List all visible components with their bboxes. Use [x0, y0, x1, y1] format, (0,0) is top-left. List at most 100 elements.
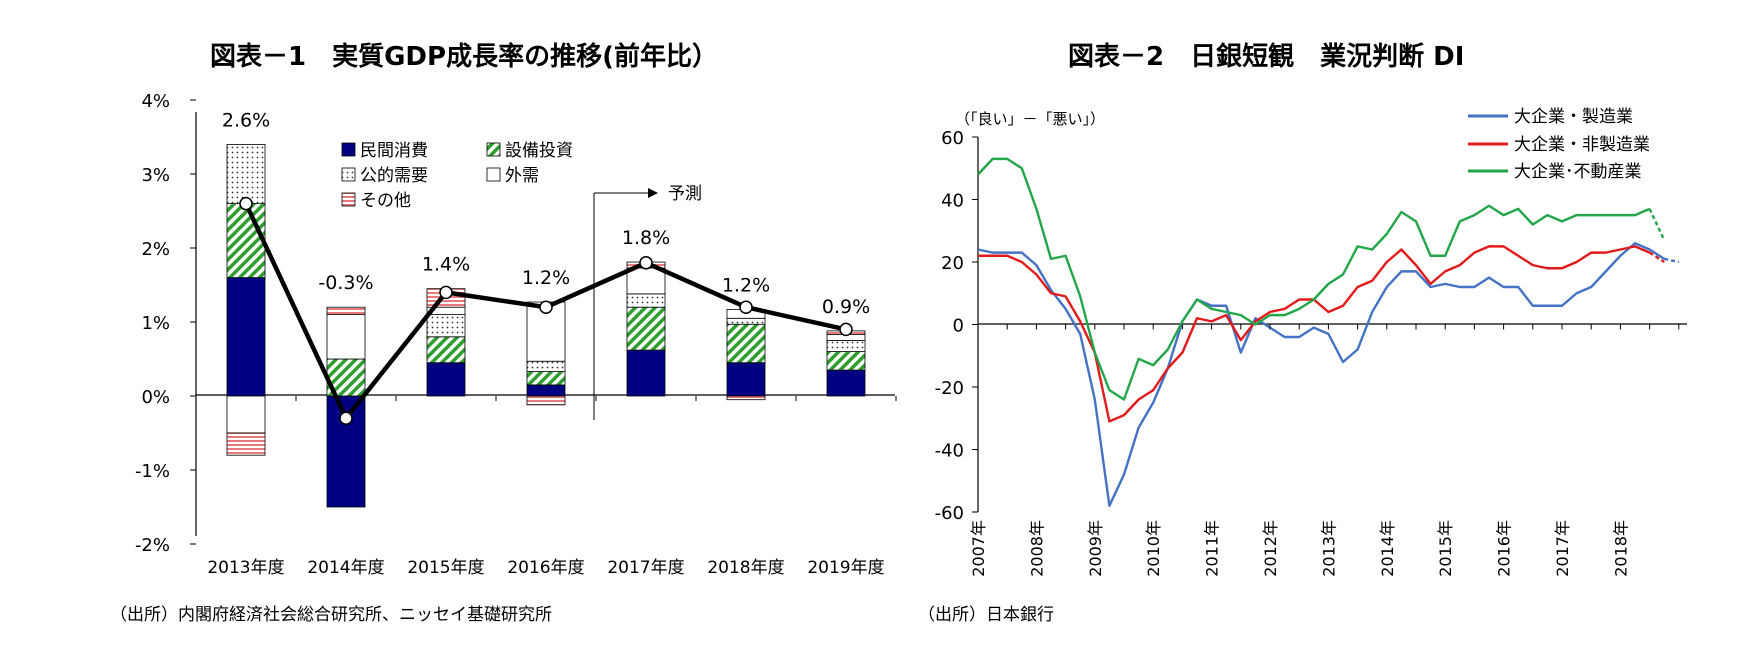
x-tick-label: 2018年 — [1611, 520, 1630, 577]
x-tick-label: 2018年度 — [707, 558, 784, 578]
chart2-legend: 大企業・製造業 大企業・非製造業 大企業･不動産業 — [1468, 107, 1650, 182]
bar-segment-private — [526, 384, 566, 397]
x-tick-label: 2015年 — [1436, 520, 1455, 577]
y-tick-label: -40 — [935, 441, 964, 462]
bar-segment-external — [226, 395, 266, 434]
x-tick-label: 2009年 — [1086, 520, 1105, 577]
total-gdp-label: -0.3% — [318, 272, 373, 294]
bar-segment-public — [826, 340, 866, 353]
x-tick-label: 2013年度 — [207, 558, 284, 578]
total-gdp-marker — [439, 285, 453, 300]
y-tick-label: 0 — [953, 316, 964, 337]
bar-segment-capex — [726, 323, 766, 364]
legend-public-label: 公的需要 — [360, 166, 428, 186]
x-tick-label: 2016年 — [1495, 520, 1514, 577]
y-tick-label: -20 — [935, 378, 964, 399]
di-forecast-line — [1648, 251, 1665, 264]
bar-segment-capex — [426, 336, 466, 364]
x-tick-label: 2014年 — [1378, 520, 1397, 577]
y-tick-label: -1% — [135, 461, 170, 482]
legend-external-label: 外需 — [505, 166, 539, 186]
chart1-legend: 民間消費 設備投資 公的需要 外需 その他 — [341, 141, 573, 211]
total-gdp-marker — [839, 322, 853, 337]
y-tick-label: 1% — [141, 313, 170, 334]
chart2-x-ticks: 2007年 2008年 2009年 2010年 2011年 2012年 2013年 2014年… — [969, 324, 1680, 577]
x-tick-label: 2007年 — [969, 520, 988, 577]
di-line — [978, 245, 1651, 423]
legend-private-label: 民間消費 — [360, 141, 428, 161]
y-tick-label: 60 — [941, 128, 964, 149]
di-forecast-line — [1663, 257, 1680, 264]
legend-realestate: 大企業･不動産業 — [1468, 162, 1642, 182]
chart2-lines — [977, 157, 1680, 507]
x-tick-label: 2017年 — [1553, 520, 1572, 577]
bar-segment-private — [826, 369, 866, 397]
legend-capex-label: 設備投資 — [505, 141, 573, 161]
y-tick-label: 4% — [141, 91, 170, 112]
bar-segment-capex — [226, 203, 266, 279]
di-line — [977, 157, 1651, 401]
legend-manufacturing: 大企業・製造業 — [1468, 107, 1633, 127]
forecast-arrow-head — [648, 188, 658, 198]
x-tick-label: 2011年 — [1203, 520, 1222, 577]
total-gdp-label: 1.8% — [622, 227, 670, 249]
total-gdp-marker — [639, 256, 653, 270]
bar-segment-external — [326, 314, 366, 360]
bar-segment-other — [326, 306, 366, 316]
y-tick-label: 20 — [941, 253, 964, 274]
di-line — [977, 242, 1665, 507]
chart2-ylabel: （「良い」－「悪い」） — [955, 110, 1105, 128]
legend-nonmanufacturing-label: 大企業・非製造業 — [1514, 135, 1650, 155]
bar-segment-public — [726, 317, 766, 325]
chart2-source: （出所）日本銀行 — [918, 605, 1054, 625]
legend-other: その他 — [341, 191, 411, 211]
total-gdp-marker — [539, 300, 553, 314]
bar-segment-external — [626, 267, 666, 295]
bar-segment-other — [726, 395, 766, 401]
legend-public: 公的需要 — [341, 166, 428, 186]
y-tick-label: 2% — [141, 239, 170, 260]
chart1-total-labels: 2.6% -0.3% 1.4% 1.2% 1.8% 1.2% 0.9% — [222, 109, 870, 317]
total-gdp-marker — [239, 196, 253, 211]
bar-segment-capex — [526, 371, 566, 386]
forecast-label: 予測 — [668, 184, 702, 204]
y-tick-label: 0% — [141, 387, 170, 408]
legend-realestate-label: 大企業･不動産業 — [1514, 162, 1642, 182]
chart1-y-ticks: 4% 3% 2% 1% 0% -1% -2% — [135, 91, 196, 556]
x-tick-label: 2019年度 — [807, 558, 884, 578]
legend-capex: 設備投資 — [486, 141, 573, 161]
bar-segment-public — [426, 314, 466, 338]
total-gdp-label: 1.2% — [722, 274, 770, 296]
y-tick-label: 40 — [941, 191, 964, 212]
di-forecast-line — [1648, 208, 1666, 241]
x-tick-label: 2012年 — [1261, 520, 1280, 577]
x-tick-label: 2015年度 — [407, 558, 484, 578]
chart1-x-ticks: 2013年度 2014年度 2015年度 2016年度 2017年度 2018年度 2019… — [195, 396, 897, 578]
y-tick-label: -60 — [935, 503, 964, 524]
bar-segment-private — [426, 362, 466, 397]
total-gdp-label: 1.4% — [422, 254, 470, 276]
y-tick-label: 3% — [141, 165, 170, 186]
legend-external: 外需 — [486, 166, 539, 186]
y-tick-label: -2% — [135, 535, 170, 556]
legend-other-label: その他 — [360, 191, 411, 211]
bar-segment-private — [726, 362, 766, 397]
chart1-source: （出所）内閣府経済社会総合研究所、ニッセイ基礎研究所 — [110, 605, 552, 625]
bar-segment-other — [226, 432, 266, 456]
x-tick-label: 2008年 — [1027, 520, 1046, 577]
x-tick-label: 2016年度 — [507, 558, 584, 578]
legend-nonmanufacturing: 大企業・非製造業 — [1468, 135, 1650, 155]
total-gdp-marker — [339, 411, 353, 425]
total-gdp-label: 1.2% — [522, 267, 570, 289]
bar-segment-private — [626, 349, 666, 397]
bar-segment-public — [626, 293, 666, 308]
bar-segment-private — [226, 277, 266, 397]
chart1-bars — [226, 143, 866, 508]
legend-private: 民間消費 — [341, 141, 428, 161]
chart1-title: 図表－1 実質GDP成長率の推移(前年比） — [210, 42, 718, 72]
chart2-title: 図表－2 日銀短観 業況判断 DI — [1068, 42, 1465, 72]
total-gdp-label: 0.9% — [822, 296, 870, 318]
bar-segment-other — [526, 395, 566, 406]
x-tick-label: 2013年 — [1319, 520, 1338, 577]
